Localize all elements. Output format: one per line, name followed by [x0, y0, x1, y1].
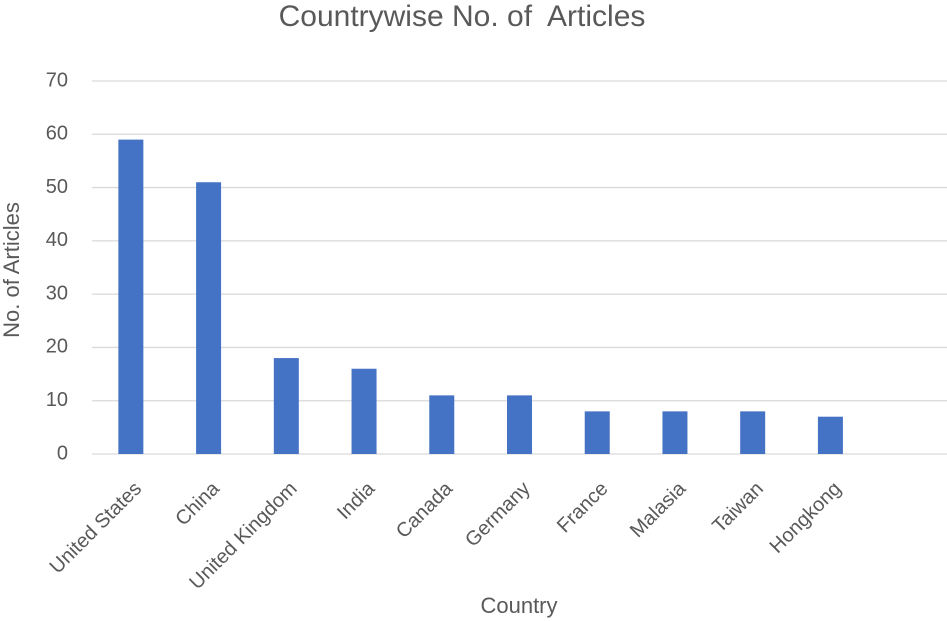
- y-tick-label: 70: [46, 69, 68, 91]
- y-axis-label: No. of Articles: [0, 202, 24, 338]
- bar: [429, 395, 455, 454]
- x-tick-label: France: [553, 478, 613, 538]
- x-axis-label: Country: [480, 593, 557, 618]
- x-tick-label: Hongkong: [766, 478, 846, 558]
- x-tick-label: Malasia: [626, 477, 691, 542]
- x-tick-label: Taiwan: [708, 478, 768, 538]
- bar: [351, 368, 377, 454]
- bar: [118, 139, 144, 454]
- y-tick-label: 30: [46, 282, 68, 304]
- bar: [662, 411, 688, 454]
- bar: [740, 411, 766, 454]
- y-tick-label: 0: [57, 442, 68, 464]
- y-tick-label: 20: [46, 336, 68, 358]
- x-tick-label: Canada: [392, 477, 458, 543]
- bar: [507, 395, 532, 454]
- x-tick-label: China: [171, 477, 224, 530]
- bar: [584, 411, 610, 454]
- bar: [196, 182, 222, 454]
- bar: [273, 358, 299, 454]
- x-tick-label: United States: [46, 478, 146, 578]
- y-tick-label: 10: [46, 389, 68, 411]
- x-tick-label: India: [333, 477, 380, 524]
- bar: [817, 416, 843, 454]
- y-tick-label: 50: [46, 176, 68, 198]
- y-tick-label: 40: [46, 229, 68, 251]
- x-tick-label: Germany: [461, 478, 535, 552]
- chart-title: Countrywise No. of Articles: [279, 0, 646, 33]
- y-tick-label: 60: [46, 123, 68, 145]
